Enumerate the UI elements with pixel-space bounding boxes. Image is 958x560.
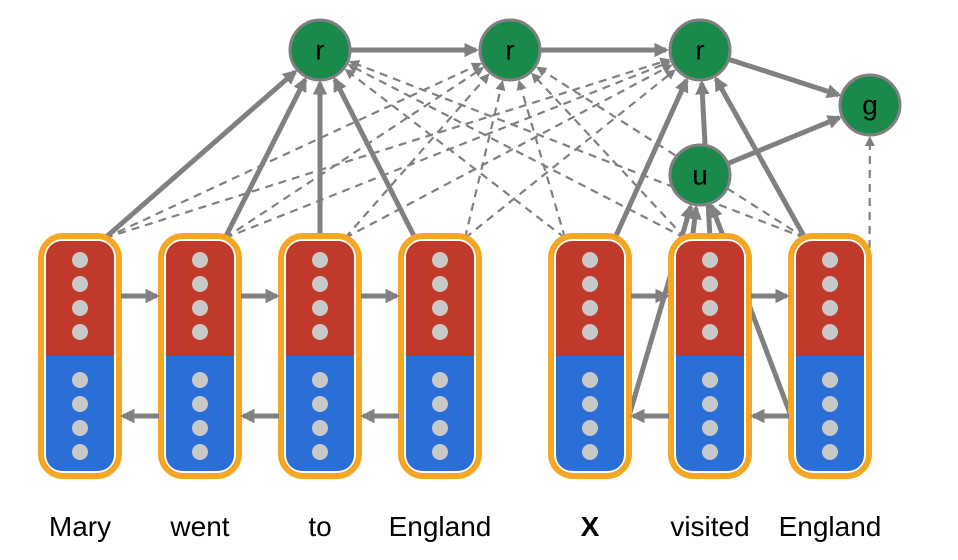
vector-dot bbox=[432, 252, 448, 268]
vector-dot bbox=[582, 300, 598, 316]
vector-dot bbox=[192, 444, 208, 460]
attention-edge-solid bbox=[225, 79, 305, 238]
vector-dot bbox=[582, 420, 598, 436]
vector-dot bbox=[822, 300, 838, 316]
diagram-svg: r r r g u Mary went to England Xvisited England bbox=[0, 0, 958, 560]
vector-dot bbox=[192, 300, 208, 316]
labels-layer: Mary went to England Xvisited England bbox=[49, 511, 882, 542]
attention-edge-solid bbox=[728, 118, 840, 164]
vector-dot bbox=[582, 276, 598, 292]
vector-dot bbox=[702, 252, 718, 268]
vector-dot bbox=[192, 324, 208, 340]
word-label: Mary bbox=[49, 511, 111, 542]
vector-dot bbox=[702, 396, 718, 412]
vector-dot bbox=[702, 372, 718, 388]
vector-dot bbox=[312, 420, 328, 436]
r-node-label: r bbox=[315, 35, 324, 66]
vector-dot bbox=[582, 324, 598, 340]
word-label: England bbox=[389, 511, 492, 542]
word-label: visited bbox=[670, 511, 749, 542]
vector-dot bbox=[312, 252, 328, 268]
vector-dot bbox=[312, 324, 328, 340]
vector-dot bbox=[192, 420, 208, 436]
vector-dot bbox=[432, 372, 448, 388]
vector-dot bbox=[822, 420, 838, 436]
vector-dot bbox=[432, 324, 448, 340]
word-block bbox=[551, 236, 629, 476]
word-block bbox=[41, 236, 119, 476]
word-label: went bbox=[169, 511, 229, 542]
u-node-label: u bbox=[692, 160, 708, 191]
vector-dot bbox=[582, 252, 598, 268]
vector-dot bbox=[312, 396, 328, 412]
vector-dot bbox=[432, 396, 448, 412]
attention-edge-dashed bbox=[465, 71, 674, 238]
vector-dot bbox=[312, 372, 328, 388]
vector-dot bbox=[432, 444, 448, 460]
vector-dot bbox=[582, 444, 598, 460]
attention-edge-solid bbox=[729, 59, 839, 95]
vector-dot bbox=[822, 444, 838, 460]
word-block bbox=[401, 236, 479, 476]
attention-edge-solid bbox=[716, 79, 805, 238]
attention-edge-dashed bbox=[225, 62, 669, 238]
vector-dot bbox=[72, 420, 88, 436]
vector-dot bbox=[822, 324, 838, 340]
vector-dot bbox=[582, 372, 598, 388]
vector-dot bbox=[582, 396, 598, 412]
vector-dot bbox=[822, 372, 838, 388]
r-node-label: r bbox=[695, 35, 704, 66]
vector-dot bbox=[72, 372, 88, 388]
vector-dot bbox=[72, 444, 88, 460]
vector-dot bbox=[702, 444, 718, 460]
vector-dot bbox=[192, 372, 208, 388]
vector-dot bbox=[702, 420, 718, 436]
vector-dot bbox=[192, 396, 208, 412]
vector-dot bbox=[72, 300, 88, 316]
vector-dot bbox=[312, 300, 328, 316]
vector-dot bbox=[72, 396, 88, 412]
vector-dot bbox=[192, 276, 208, 292]
vector-dot bbox=[822, 396, 838, 412]
vector-dot bbox=[432, 276, 448, 292]
vector-dot bbox=[822, 252, 838, 268]
attention-edge-dashed bbox=[538, 68, 805, 238]
vector-dot bbox=[72, 324, 88, 340]
vector-dot bbox=[702, 276, 718, 292]
word-label: England bbox=[779, 511, 882, 542]
attention-edge-dashed bbox=[465, 82, 502, 238]
attention-edge-dashed bbox=[345, 65, 671, 238]
vector-dot bbox=[702, 324, 718, 340]
vector-dot bbox=[72, 252, 88, 268]
word-label: to bbox=[308, 511, 331, 542]
vector-dot bbox=[702, 300, 718, 316]
word-block bbox=[671, 236, 749, 476]
attention-edge-dashed bbox=[105, 60, 669, 238]
vector-dot bbox=[432, 300, 448, 316]
word-block bbox=[161, 236, 239, 476]
g-node-label: g bbox=[862, 90, 878, 121]
blocks-layer bbox=[41, 236, 869, 476]
r-node-label: r bbox=[505, 35, 514, 66]
vector-dot bbox=[72, 276, 88, 292]
word-block bbox=[791, 236, 869, 476]
vector-dot bbox=[312, 276, 328, 292]
vector-dot bbox=[432, 420, 448, 436]
vector-dot bbox=[312, 444, 328, 460]
vector-dot bbox=[822, 276, 838, 292]
attention-edge-dashed bbox=[346, 70, 565, 238]
attention-edge-dashed bbox=[225, 68, 482, 238]
word-block bbox=[281, 236, 359, 476]
vector-dot bbox=[192, 252, 208, 268]
word-label: X bbox=[581, 511, 600, 542]
